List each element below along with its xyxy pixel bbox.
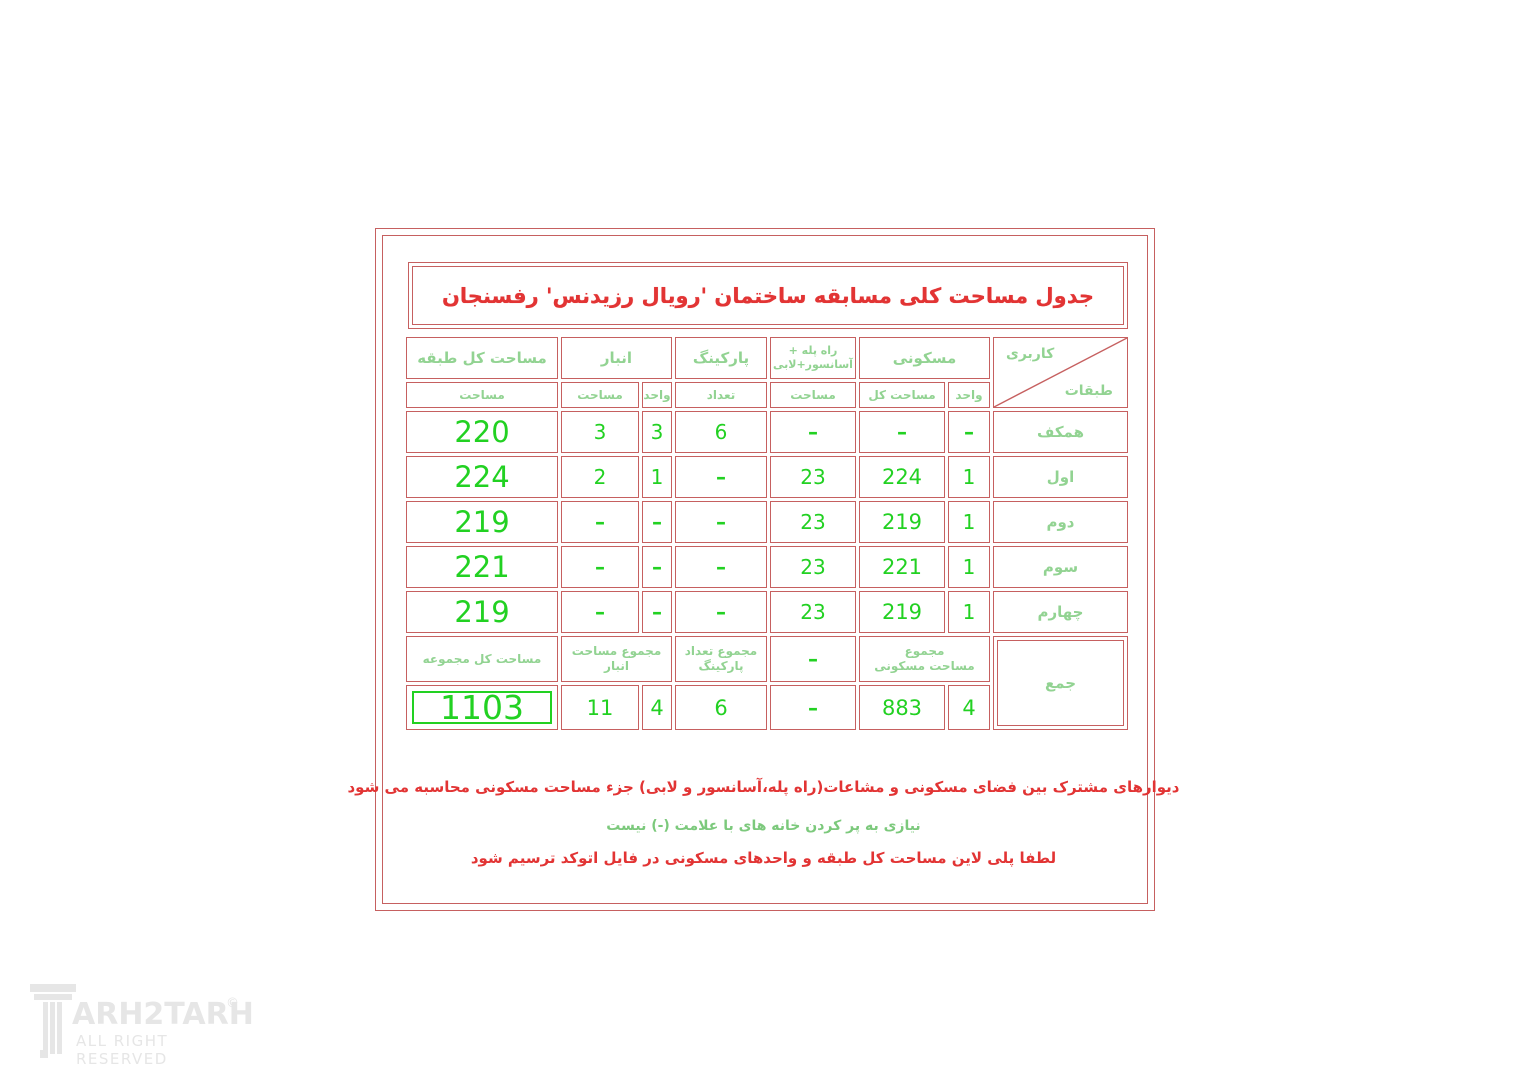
header-residential: مسکونی — [859, 337, 990, 379]
subheader-anbar-unit: واحد — [642, 382, 672, 408]
cell-floor-total: 219 — [406, 501, 558, 543]
row-label-first: اول — [993, 456, 1128, 498]
cell-floor-total: 220 — [406, 411, 558, 453]
header-floor-total: مساحت کل طبقه — [406, 337, 558, 379]
footer-header-residential-sum: مجموع مساحت مسکونی — [859, 636, 990, 682]
subheader-residential-total: مساحت کل — [859, 382, 945, 408]
cell-stairs: 23 — [770, 591, 856, 633]
sheet-title: جدول مساحت کلی مسابقه ساختمان 'رویال رزی… — [442, 283, 1094, 308]
diagonal-line — [994, 338, 1127, 407]
cell-residential-unit: 1 — [948, 501, 990, 543]
cell-parking: 6 — [675, 411, 767, 453]
cell-anbar-unit: 1 — [642, 456, 672, 498]
cell-residential-unit: 1 — [948, 456, 990, 498]
logo-tagline: ALL RIGHT RESERVED — [76, 1032, 169, 1068]
subheader-parking-count: تعداد — [675, 382, 767, 408]
row-label-fourth: چهارم — [993, 591, 1128, 633]
floors-label: طبقات — [1064, 383, 1113, 399]
cell-residential-unit: – — [948, 411, 990, 453]
cell-anbar-area: – — [561, 591, 639, 633]
header-parking: پارکینگ — [675, 337, 767, 379]
subheader-anbar-area: مساحت — [561, 382, 639, 408]
cell-floor-total: 221 — [406, 546, 558, 588]
cell-floor-total: 219 — [406, 591, 558, 633]
footer-grand-total-cell: 1103 — [406, 685, 558, 730]
cell-floor-total: 224 — [406, 456, 558, 498]
copyright-icon: © — [226, 996, 239, 1011]
footer-header-parking-sum: مجموع تعداد پارکینگ — [675, 636, 767, 682]
header-anbar: انبار — [561, 337, 672, 379]
cell-stairs: – — [770, 411, 856, 453]
cell-anbar-unit: – — [642, 591, 672, 633]
corner-cell: کاربری طبقات — [993, 337, 1128, 408]
cell-anbar-area: 2 — [561, 456, 639, 498]
footer-header-grand-total: مساحت کل مجموعه — [406, 636, 558, 682]
sheet-frame — [375, 228, 1155, 911]
footer-anbar-unit-sum: 4 — [642, 685, 672, 730]
usage-label: کاربری — [1006, 346, 1055, 362]
footer-anbar-area-sum: 11 — [561, 685, 639, 730]
cell-residential-total: – — [859, 411, 945, 453]
cell-stairs: 23 — [770, 501, 856, 543]
header-stairs-elevator-lobby: راه پله + آسانسور+لابی — [770, 337, 856, 379]
cell-anbar-area: – — [561, 546, 639, 588]
subheader-stairs-area: مساحت — [770, 382, 856, 408]
row-label-second: دوم — [993, 501, 1128, 543]
cell-residential-total: 219 — [859, 501, 945, 543]
grand-total-highlight-box: 1103 — [412, 688, 552, 727]
row-label-ground: همکف — [993, 411, 1128, 453]
cell-parking: – — [675, 501, 767, 543]
cell-parking: – — [675, 591, 767, 633]
note-polyline: لطفا پلی لاین مساحت کل طبقه و واحدهای مس… — [470, 849, 1057, 867]
footer-residential-total-sum: 883 — [859, 685, 945, 730]
cell-residential-total: 221 — [859, 546, 945, 588]
title-block: جدول مساحت کلی مسابقه ساختمان 'رویال رزی… — [408, 262, 1128, 329]
footer-sum-label: جمع — [993, 636, 1128, 730]
cell-residential-unit: 1 — [948, 546, 990, 588]
area-table: مساحت کل طبقه انبار پارکینگ راه پله + آس… — [406, 337, 1128, 730]
footer-stairs-value: – — [770, 685, 856, 730]
sheet-frame-inner — [382, 235, 1148, 904]
note-dash-cells: نیازی به پر کردن خانه های با علامت (-) ن… — [606, 818, 921, 834]
cell-parking: – — [675, 456, 767, 498]
pillar-icon — [30, 984, 76, 1058]
footer-header-stairs: – — [770, 636, 856, 682]
cell-anbar-area: – — [561, 501, 639, 543]
title-block-inner: جدول مساحت کلی مسابقه ساختمان 'رویال رزی… — [412, 266, 1124, 325]
cell-residential-total: 219 — [859, 591, 945, 633]
note-shared-walls: دیوارهای مشترک بین فضای مسکونی و مشاعات(… — [347, 778, 1180, 796]
cell-anbar-unit: – — [642, 501, 672, 543]
row-label-third: سوم — [993, 546, 1128, 588]
cell-anbar-unit: 3 — [642, 411, 672, 453]
cell-stairs: 23 — [770, 546, 856, 588]
cell-residential-unit: 1 — [948, 591, 990, 633]
footer-residential-unit-sum: 4 — [948, 685, 990, 730]
subheader-residential-unit: واحد — [948, 382, 990, 408]
footer-parking-sum: 6 — [675, 685, 767, 730]
watermark-logo: ARH2TARH © ALL RIGHT RESERVED — [30, 982, 260, 1068]
logo-text: ARH2TARH — [72, 997, 254, 1032]
footer-header-anbar-sum: مجموع مساحت انبار — [561, 636, 672, 682]
cell-anbar-unit: – — [642, 546, 672, 588]
cell-parking: – — [675, 546, 767, 588]
cell-stairs: 23 — [770, 456, 856, 498]
cell-residential-total: 224 — [859, 456, 945, 498]
subheader-floor-total-area: مساحت — [406, 382, 558, 408]
cell-anbar-area: 3 — [561, 411, 639, 453]
